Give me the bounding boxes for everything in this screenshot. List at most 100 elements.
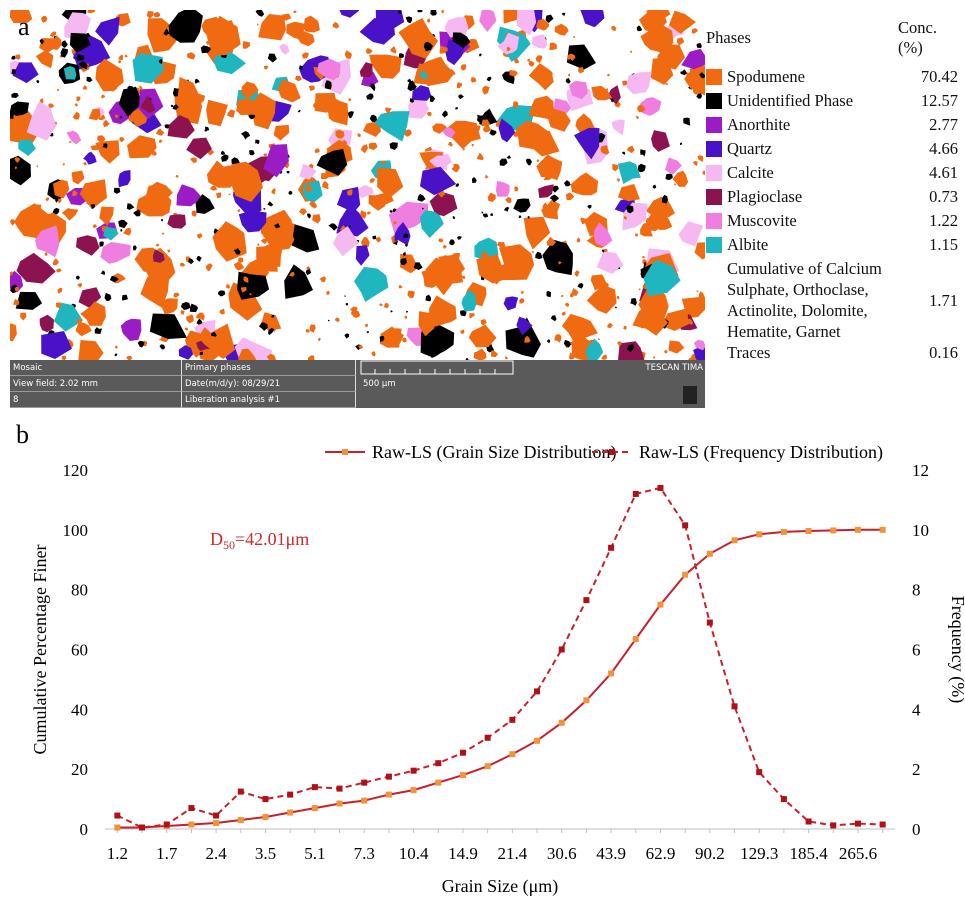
mineral-grain <box>90 145 99 151</box>
mineral-grain <box>156 128 165 136</box>
mineral-grain <box>698 301 702 305</box>
x-tick-label: 1.2 <box>107 844 128 863</box>
mineral-grain <box>509 69 518 77</box>
mineral-grain <box>473 348 487 360</box>
mineral-grain <box>573 36 576 38</box>
mineral-grain <box>179 262 186 267</box>
mineral-grain <box>563 339 572 348</box>
mineral-grain <box>231 161 263 202</box>
chart: 0 20 40 60 80 100 120 0 2 4 6 8 10 12 1.2 1.7 2.4 3.5 5.1 7… <box>30 442 965 897</box>
mineral-grain <box>669 10 696 34</box>
mineral-grain <box>665 173 673 180</box>
mineral-grain <box>248 114 256 120</box>
mineral-grain <box>80 301 106 326</box>
mineral-grain <box>505 317 541 358</box>
phase-value: 1.22 <box>929 211 958 230</box>
mineral-grain <box>274 223 281 229</box>
mineral-grain <box>55 268 62 273</box>
mineral-grain <box>119 137 125 143</box>
point-marker <box>311 805 318 812</box>
mineral-grain <box>164 124 170 129</box>
mineral-grain <box>60 48 68 58</box>
mineral-grain <box>219 308 225 315</box>
mineral-grain <box>413 262 423 270</box>
point-marker <box>731 537 738 544</box>
mineral-grain <box>327 95 349 126</box>
mineral-grain <box>339 10 360 18</box>
mineral-grain <box>57 198 62 204</box>
mineral-grain <box>345 302 348 306</box>
point-marker <box>114 812 121 819</box>
phase-name: Unidentified Phase <box>727 91 854 110</box>
mineral-grain <box>482 213 489 218</box>
mineral-grain <box>180 302 191 310</box>
mineral-grain <box>140 272 170 308</box>
mineral-grain <box>72 111 80 120</box>
point-marker <box>608 670 615 677</box>
mineral-grain <box>305 269 312 276</box>
phase-name: Anorthite <box>727 115 791 134</box>
mineral-grain <box>589 339 594 344</box>
brand: TESCAN TIMA <box>645 363 703 373</box>
mineral-grain <box>652 184 657 189</box>
mineral-grain <box>245 95 251 101</box>
mineral-grain <box>11 69 16 75</box>
y-tick-label: 60 <box>71 641 88 660</box>
mineral-grain <box>52 258 59 266</box>
mineral-grain <box>680 142 683 146</box>
mineral-grain <box>697 155 704 162</box>
mineral-grain <box>606 73 610 77</box>
mineral-grain <box>79 179 107 210</box>
mineral-grain <box>172 104 179 110</box>
mineral-grain <box>616 296 620 300</box>
swatch <box>706 165 722 181</box>
mineral-grain <box>312 214 321 224</box>
mineral-grain <box>535 251 543 260</box>
mineral-grain <box>307 355 315 360</box>
mineral-grain <box>425 294 432 302</box>
mineral-grain <box>196 318 203 325</box>
mineral-grain <box>573 127 600 160</box>
mineral-grain <box>240 287 247 293</box>
point-marker <box>879 821 886 828</box>
mineral-grain <box>528 63 554 91</box>
mineral-grain <box>175 175 179 178</box>
point-marker <box>706 619 713 626</box>
mineral-grain <box>561 12 566 16</box>
point-marker <box>336 800 343 807</box>
mineral-grain <box>486 76 492 82</box>
mineral-grain <box>126 355 133 360</box>
mineral-grain <box>554 23 569 36</box>
mineral-grain <box>499 158 508 166</box>
scale-label: 500 µm <box>363 379 396 389</box>
mineral-grain <box>139 85 143 91</box>
mineral-grain <box>53 179 70 199</box>
mineral-grain <box>536 159 540 163</box>
mineral-grain <box>577 187 582 193</box>
mineral-grain <box>580 217 588 225</box>
mineral-grain <box>186 314 194 324</box>
point-marker <box>805 818 812 825</box>
mineral-grain <box>74 103 78 107</box>
mineral-grain <box>204 126 210 132</box>
mineral-grain <box>187 52 196 60</box>
mineral-grain <box>212 221 247 262</box>
mineral-grain <box>479 53 482 57</box>
mineral-grain <box>678 221 704 247</box>
mineral-grain <box>611 119 625 136</box>
info-cell: Mosaic <box>10 360 182 376</box>
mineral-grain <box>469 312 475 319</box>
mineral-grain <box>680 69 687 75</box>
mineral-grain <box>249 293 252 296</box>
point-marker <box>435 779 442 786</box>
mineral-grain <box>447 120 481 150</box>
mineral-grain <box>448 142 453 147</box>
mineral-grain <box>221 154 229 162</box>
mineral-grain <box>217 290 226 297</box>
point-marker <box>262 796 269 803</box>
mineral-grain <box>227 109 235 118</box>
mineral-grain <box>506 155 511 159</box>
mineral-grain <box>347 189 353 196</box>
mineral-grain <box>379 335 385 342</box>
mineral-grain <box>55 197 59 203</box>
